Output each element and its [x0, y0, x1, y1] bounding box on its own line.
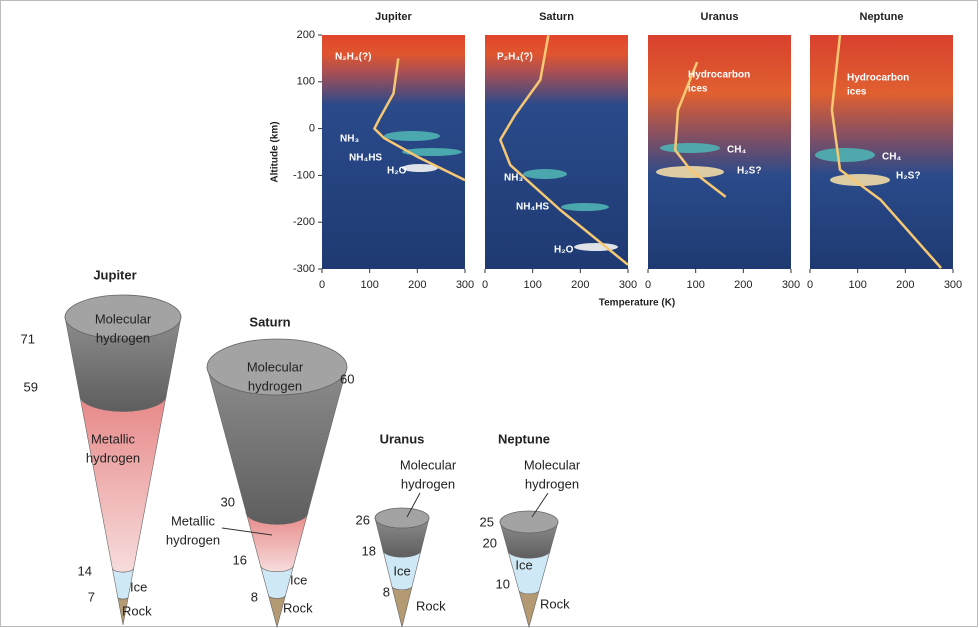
- layer-label: Rock: [283, 600, 313, 615]
- panel-title: Neptune: [860, 11, 904, 23]
- layer-label: Rock: [416, 598, 446, 613]
- layer-label: Molecular: [95, 311, 152, 326]
- layer-label: Metallic: [171, 513, 216, 528]
- layer-label: Ice: [130, 579, 147, 594]
- radius-label: 8: [383, 584, 390, 599]
- y-tick-label: -200: [293, 216, 315, 228]
- radius-label: 20: [483, 535, 497, 550]
- planet-name: Saturn: [249, 314, 290, 329]
- x-tick-label: 200: [896, 279, 914, 291]
- y-tick-label: 200: [297, 29, 315, 41]
- x-tick-label: 200: [571, 279, 589, 291]
- radius-label: 30: [221, 494, 235, 509]
- layer-label: hydrogen: [96, 330, 150, 345]
- layer-label: hydrogen: [525, 476, 579, 491]
- layer-label: Ice: [393, 563, 410, 578]
- x-tick-label: 100: [360, 279, 378, 291]
- planet-name: Uranus: [380, 431, 425, 446]
- annotation: H₂O: [554, 245, 574, 256]
- annotation: P₂H₄(?): [497, 52, 533, 63]
- cloud-layer: [660, 143, 720, 153]
- radius-label: 26: [356, 512, 370, 527]
- y-tick-label: -300: [293, 263, 315, 275]
- layer-label: hydrogen: [86, 450, 140, 465]
- layer-label: Molecular: [247, 359, 304, 374]
- cloud-layer: [561, 203, 609, 211]
- annotation: NH₃: [504, 173, 523, 184]
- layer-label: Metallic: [91, 431, 136, 446]
- figure: Jupiter01002003002001000-100-200-300N₂H₄…: [0, 0, 979, 628]
- annotation: CH₄: [882, 152, 901, 163]
- cone-top: [500, 511, 558, 533]
- x-tick-label: 100: [848, 279, 866, 291]
- radius-label: 25: [480, 514, 494, 529]
- radius-label: 60: [340, 371, 354, 386]
- radius-label: 16: [233, 552, 247, 567]
- x-tick-label: 0: [645, 279, 651, 291]
- annotation: N₂H₄(?): [335, 52, 371, 63]
- radius-label: 8: [251, 589, 258, 604]
- radius-label: 10: [496, 576, 510, 591]
- annotation: H₂S?: [737, 166, 761, 177]
- planet-name: Neptune: [498, 431, 550, 446]
- annotation: NH₄HS: [349, 153, 382, 164]
- x-tick-label: 300: [619, 279, 637, 291]
- x-tick-label: 0: [319, 279, 325, 291]
- y-axis-label: Altitude (km): [270, 121, 281, 182]
- x-tick-label: 100: [523, 279, 541, 291]
- x-tick-label: 200: [408, 279, 426, 291]
- annotation: Hydrocarbon: [688, 70, 750, 81]
- cone-layer: [80, 395, 167, 572]
- layer-label: Ice: [515, 557, 532, 572]
- radius-label: 7: [88, 589, 95, 604]
- annotation: H₂S?: [896, 171, 920, 182]
- layer-label: Molecular: [400, 457, 457, 472]
- panel-title: Jupiter: [375, 11, 412, 23]
- x-axis-label: Temperature (K): [599, 298, 676, 309]
- x-tick-label: 300: [782, 279, 800, 291]
- cloud-layer: [815, 148, 875, 162]
- annotation: ices: [688, 84, 708, 95]
- radius-label: 71: [21, 331, 35, 346]
- cone-top: [375, 508, 429, 528]
- layer-label: hydrogen: [166, 532, 220, 547]
- y-tick-label: -100: [293, 169, 315, 181]
- planet-name: Jupiter: [93, 267, 136, 282]
- panel-title: Uranus: [701, 11, 739, 23]
- layer-label: hydrogen: [248, 378, 302, 393]
- y-tick-label: 0: [309, 123, 315, 135]
- y-tick-label: 100: [297, 76, 315, 88]
- radius-label: 14: [78, 563, 92, 578]
- annotation: H₂O: [387, 166, 407, 177]
- cloud-layer: [523, 169, 567, 179]
- annotation: NH₃: [340, 134, 359, 145]
- annotation: CH₄: [727, 145, 746, 156]
- x-tick-label: 0: [807, 279, 813, 291]
- layer-label: Rock: [540, 596, 570, 611]
- cone-layer: [519, 590, 539, 627]
- annotation: NH₄HS: [516, 202, 549, 213]
- radius-label: 59: [24, 379, 38, 394]
- layer-label: hydrogen: [401, 476, 455, 491]
- cone-layer: [392, 586, 412, 627]
- cloud-layer: [384, 131, 440, 141]
- layer-label: Molecular: [524, 457, 581, 472]
- annotation: ices: [847, 87, 867, 98]
- x-tick-label: 300: [456, 279, 474, 291]
- x-tick-label: 300: [944, 279, 962, 291]
- layer-label: Ice: [290, 572, 307, 587]
- x-tick-label: 200: [734, 279, 752, 291]
- layer-label: Rock: [122, 603, 152, 618]
- panel-title: Saturn: [539, 11, 574, 23]
- radius-label: 18: [362, 543, 376, 558]
- x-tick-label: 100: [686, 279, 704, 291]
- x-tick-label: 0: [482, 279, 488, 291]
- annotation: Hydrocarbon: [847, 73, 909, 84]
